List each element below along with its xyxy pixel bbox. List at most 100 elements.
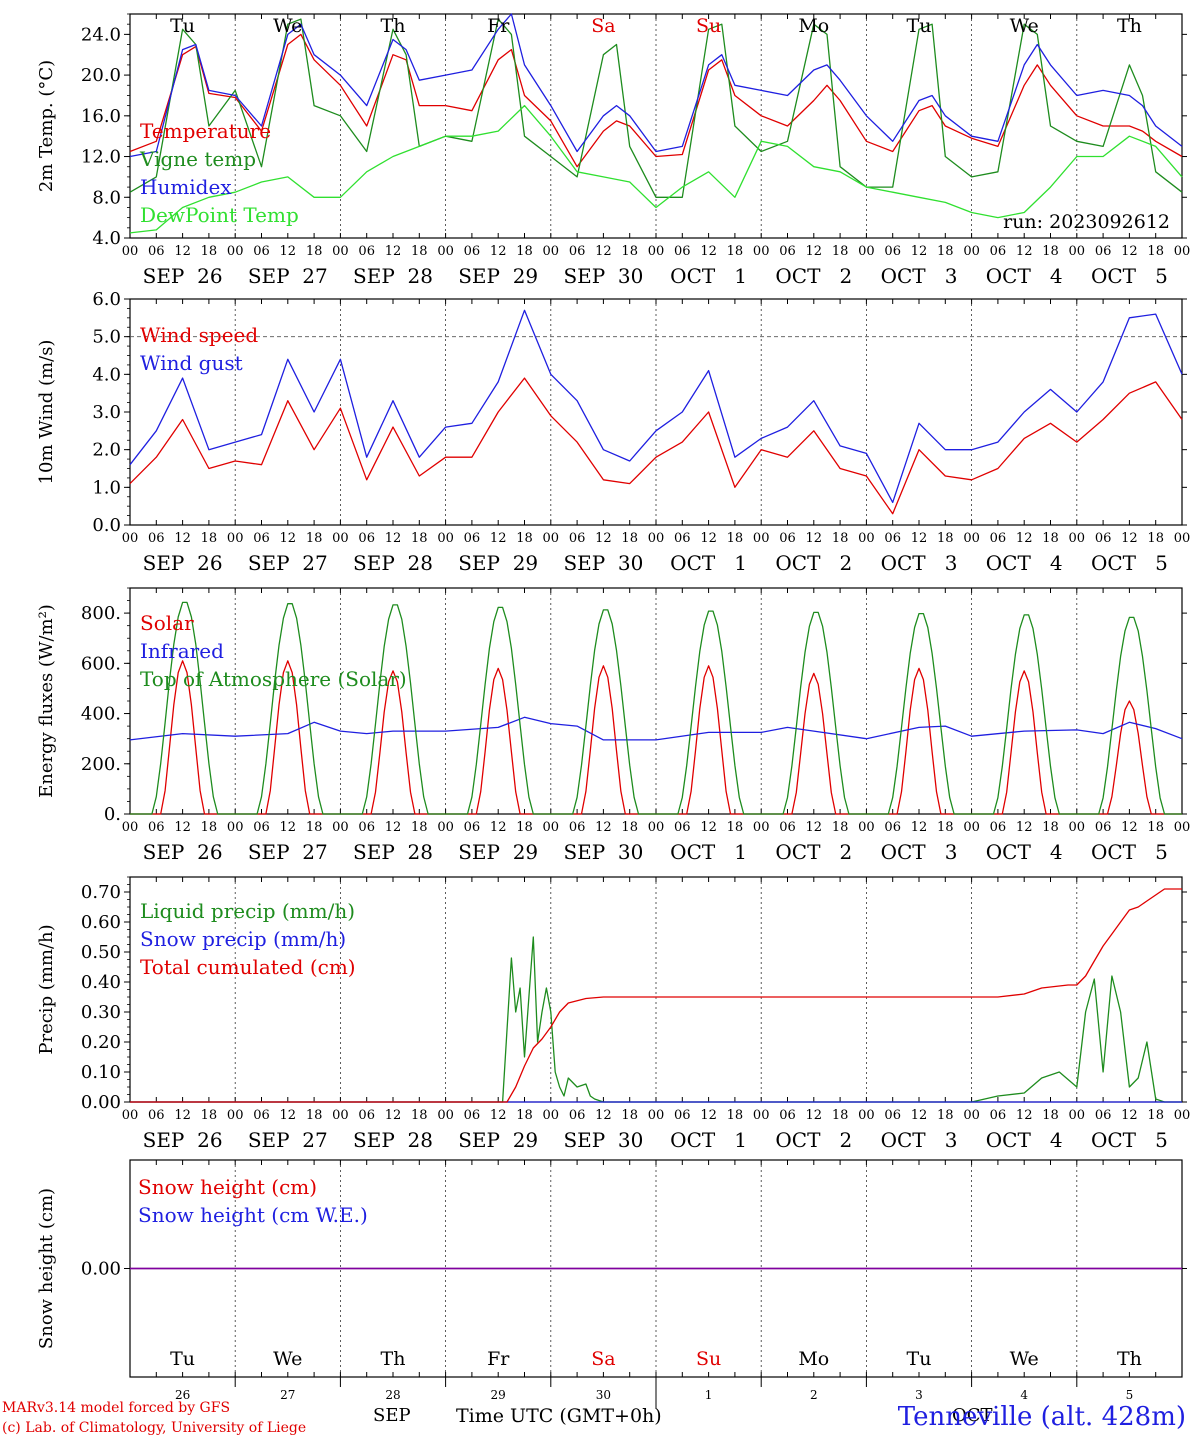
legend-entry: Total cumulated (cm) (140, 955, 356, 979)
hour-tick-label: 18 (1147, 531, 1164, 546)
y-tick-label: 0.60 (81, 912, 121, 933)
date-label: SEP 26 (143, 264, 223, 288)
hour-tick-label: 18 (621, 531, 638, 546)
hour-tick-label: 06 (464, 1108, 481, 1123)
hour-tick-label: 00 (1069, 1108, 1086, 1123)
hour-tick-label: 18 (1042, 531, 1059, 546)
hour-tick-label: 18 (832, 531, 849, 546)
hour-tick-label: 06 (674, 1108, 691, 1123)
series-green (130, 601, 1182, 815)
day-number-label: 29 (491, 1388, 506, 1402)
hour-tick-label: 06 (464, 244, 481, 259)
credit-line-2: (c) Lab. of Climatology, University of L… (2, 1420, 307, 1436)
date-label: OCT 4 (986, 840, 1063, 864)
series-red (129, 33, 1183, 168)
panel-4: 0.00 0.10 0.20 0.30 0.40 0.50 0.60 0.70 Precip (… (36, 876, 1190, 1152)
run-annotation: run: 2023092612 (1003, 211, 1170, 233)
hour-tick-label: 06 (674, 244, 691, 259)
hour-tick-label: 18 (516, 531, 533, 546)
hour-tick-label: 00 (1174, 531, 1191, 546)
hour-tick-label: 12 (595, 244, 612, 259)
hour-tick-label: 00 (227, 820, 244, 835)
hour-tick-label: 12 (490, 531, 507, 546)
weekday-label: Th (381, 15, 406, 37)
legend-entry: Infrared (140, 639, 224, 663)
weekday-label: We (273, 15, 302, 37)
hour-tick-label: 12 (1016, 1108, 1033, 1123)
hour-tick-label: 06 (884, 244, 901, 259)
hour-tick-label: 12 (490, 1108, 507, 1123)
date-label: OCT 4 (986, 264, 1063, 288)
station-name: Tenneville (alt. 428m) (897, 1402, 1186, 1432)
y-tick-label: 8.0 (92, 187, 121, 208)
hour-tick-label: 12 (280, 244, 297, 259)
hour-tick-label: 12 (595, 820, 612, 835)
hour-tick-label: 18 (411, 244, 428, 259)
hour-tick-label: 00 (753, 1108, 770, 1123)
date-label: SEP 28 (353, 551, 433, 575)
date-label: SEP 26 (143, 551, 223, 575)
date-label: OCT 2 (775, 1128, 852, 1152)
hour-tick-label: 06 (253, 531, 270, 546)
y-axis-label: 2m Temp. (°C) (36, 60, 57, 192)
weekday-label: We (1010, 15, 1039, 37)
hour-tick-label: 06 (358, 820, 375, 835)
hour-tick-label: 06 (464, 531, 481, 546)
series-blue (129, 716, 1183, 741)
weekday-label: Sa (591, 15, 615, 37)
y-tick-label: 0.40 (81, 972, 121, 993)
hour-tick-label: 00 (1174, 244, 1191, 259)
hour-tick-label: 00 (858, 1108, 875, 1123)
series-blue (129, 309, 1183, 504)
hour-tick-label: 00 (753, 531, 770, 546)
hour-tick-label: 00 (122, 820, 139, 835)
y-tick-label: 16.0 (81, 106, 121, 127)
hour-tick-label: 18 (411, 531, 428, 546)
hour-tick-label: 06 (990, 1108, 1007, 1123)
hour-tick-label: 00 (543, 244, 560, 259)
hour-tick-label: 12 (700, 244, 717, 259)
plot-frame (129, 587, 1183, 815)
hour-tick-label: 12 (1121, 1108, 1138, 1123)
month-label-sep: SEP (373, 1405, 411, 1426)
hour-tick-label: 12 (595, 531, 612, 546)
hour-tick-label: 00 (648, 531, 665, 546)
hour-tick-label: 06 (674, 820, 691, 835)
panel-3: 0. 200. 400. 600. 800. Energy fluxes (W/m²) 00… (36, 587, 1191, 864)
panel-1: 4.0 8.0 12.0 16.0 20.0 24.0 2m Temp. (°C) 00 06 1… (36, 13, 1191, 288)
y-tick-label: 1.0 (92, 477, 121, 498)
y-tick-label: 2.0 (92, 440, 121, 461)
month-label-oct: OCT (952, 1405, 993, 1426)
date-label: OCT 5 (1091, 264, 1168, 288)
hour-tick-label: 12 (490, 820, 507, 835)
hour-tick-label: 18 (201, 531, 218, 546)
date-label: SEP 28 (353, 1128, 433, 1152)
hour-tick-label: 18 (201, 1108, 218, 1123)
hour-tick-label: 00 (858, 820, 875, 835)
hour-tick-label: 00 (122, 244, 139, 259)
hour-tick-label: 18 (516, 820, 533, 835)
y-tick-label: 0.50 (81, 942, 121, 963)
hour-tick-label: 18 (937, 531, 954, 546)
hour-tick-label: 00 (858, 244, 875, 259)
date-label: OCT 1 (670, 551, 747, 575)
hour-tick-label: 18 (937, 244, 954, 259)
date-label: SEP 28 (353, 264, 433, 288)
weekday-label: Tu (170, 15, 195, 37)
hour-tick-label: 00 (1174, 820, 1191, 835)
hour-tick-label: 12 (174, 820, 191, 835)
panel-2: 0.0 1.0 2.0 3.0 4.0 5.0 6.0 10m Wind (m/s) 00 06 1… (36, 289, 1190, 575)
hour-tick-label: 18 (1042, 1108, 1059, 1123)
hour-tick-label: 06 (990, 531, 1007, 546)
date-label: SEP 30 (563, 1128, 643, 1152)
hour-tick-label: 00 (648, 1108, 665, 1123)
y-axis-label: Snow height (cm) (36, 1188, 57, 1349)
hour-tick-label: 00 (1069, 820, 1086, 835)
hour-tick-label: 06 (358, 1108, 375, 1123)
hour-tick-label: 06 (1095, 1108, 1112, 1123)
day-number-label: 4 (1020, 1388, 1028, 1402)
series-red (129, 377, 1183, 515)
hour-tick-label: 12 (385, 244, 402, 259)
hour-tick-label: 00 (122, 1108, 139, 1123)
hour-tick-label: 18 (832, 1108, 849, 1123)
